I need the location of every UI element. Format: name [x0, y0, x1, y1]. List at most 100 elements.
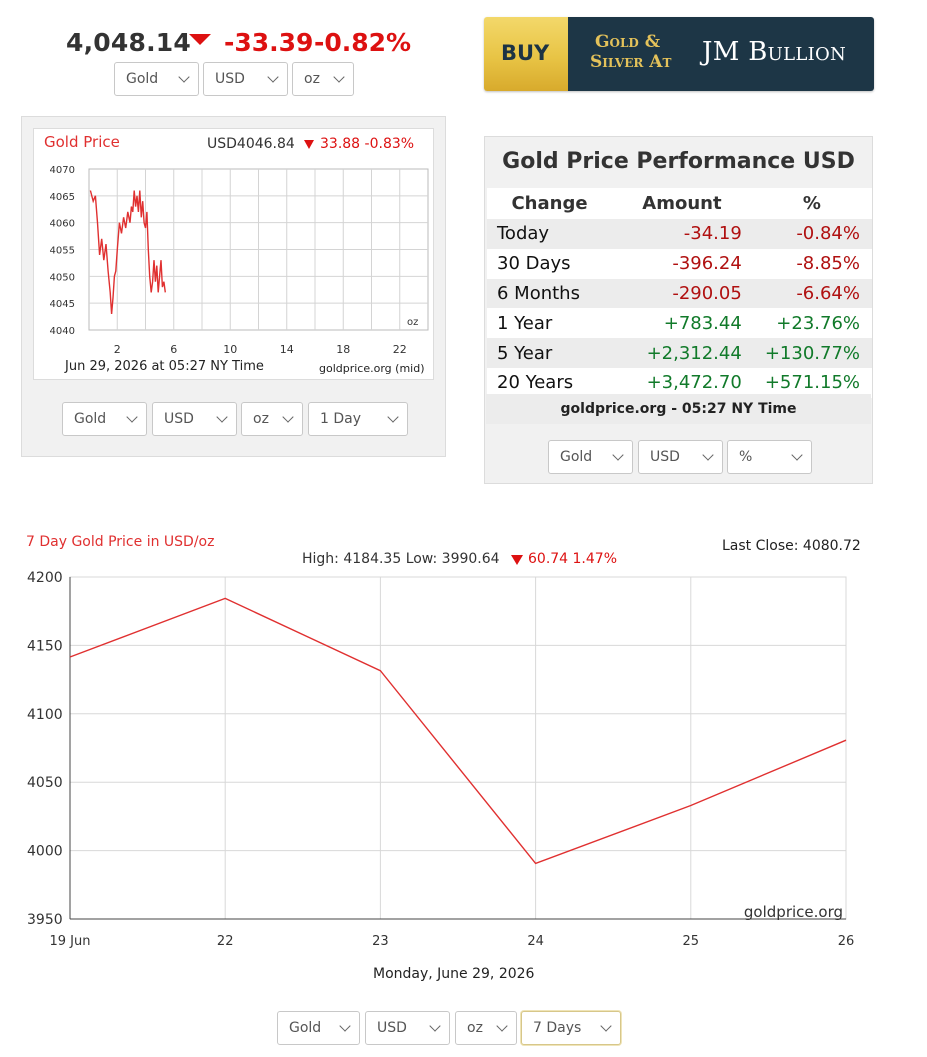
jm-bullion-ad[interactable]: BUY Gold & Silver At JM Bullion: [484, 17, 874, 91]
small-chart-title: Gold Price: [44, 133, 120, 151]
big-chart-y-tick-label: 4050: [27, 775, 63, 791]
performance-row-label: Today: [487, 219, 613, 249]
performance-row-percent: +23.76%: [751, 308, 872, 339]
performance-row-label: 1 Year: [487, 308, 613, 339]
chevron-down-icon: [496, 1020, 508, 1032]
chevron-down-icon: [429, 1020, 441, 1032]
ad-buy-label: BUY: [501, 41, 550, 65]
small-chart-x-tick-label: 22: [393, 343, 407, 356]
small-chart-x-tick-label: 14: [280, 343, 294, 356]
ad-brand-name: JM Bullion: [702, 37, 847, 67]
big-chart-x-tick-label: 25: [683, 934, 700, 949]
performance-row: 6 Months -290.05 -6.64%: [487, 278, 872, 309]
small-chart-x-tick-label: 2: [114, 343, 121, 356]
big-chart-metal-select[interactable]: Gold: [277, 1011, 360, 1045]
down-arrow-icon: [189, 34, 211, 45]
big-chart-y-tick-label: 4000: [27, 844, 63, 860]
col-header-amount: Amount: [612, 188, 752, 219]
performance-title: Gold Price Performance USD: [502, 149, 855, 174]
performance-row-label: 6 Months: [487, 278, 613, 309]
performance-row-percent: +571.15%: [751, 367, 872, 398]
price-change-percent: -0.82%: [314, 28, 412, 57]
performance-row: 20 Years +3,472.70 +571.15%: [487, 367, 872, 398]
small-chart-x-tick-label: 10: [223, 343, 237, 356]
performance-row-label: 20 Years: [487, 367, 613, 398]
performance-row-label: 5 Year: [487, 338, 613, 368]
price-change: -33.39: [224, 28, 314, 57]
big-chart-plot-area: [69, 576, 847, 920]
small-chart-x-tick-label: 18: [336, 343, 350, 356]
col-header-change: Change: [487, 188, 613, 219]
performance-row-amount: -290.05: [612, 278, 752, 309]
current-price: 4,048.14: [66, 28, 191, 57]
performance-row-amount: +3,472.70: [612, 367, 752, 398]
performance-currency-select[interactable]: USD: [638, 440, 723, 474]
small-chart-change: 33.88 -0.83%: [320, 136, 415, 152]
performance-row-percent: -6.64%: [751, 278, 872, 309]
performance-mode-select[interactable]: %: [727, 440, 812, 474]
big-chart-y-tick-label: 4200: [27, 570, 63, 586]
chevron-down-icon: [600, 1020, 612, 1032]
small-chart-source: goldprice.org (mid): [319, 362, 425, 375]
small-chart-unit-label: oz: [407, 317, 418, 328]
big-chart-x-tick-label: 22: [217, 934, 234, 949]
performance-row-percent: -0.84%: [751, 219, 872, 249]
ad-tagline-1: Gold &: [595, 32, 661, 52]
small-chart-y-tick-label: 4045: [50, 299, 75, 310]
big-chart-range-select[interactable]: 7 Days: [521, 1011, 621, 1045]
big-chart-y-tick-label: 3950: [27, 912, 63, 928]
small-chart-y-tick-label: 4055: [50, 246, 75, 257]
ad-tagline-2: Silver At: [590, 52, 672, 72]
performance-metal-select[interactable]: Gold: [548, 440, 633, 474]
big-chart-x-tick-label: 19 Jun: [50, 934, 91, 949]
performance-table: Change Amount % Today -34.19 -0.84% 30 Days…: [487, 188, 872, 398]
currency-select[interactable]: USD: [203, 62, 288, 96]
small-chart-series-line: [89, 190, 166, 314]
small-chart-unit-select[interactable]: oz: [241, 402, 303, 436]
ad-buy-block: BUY: [484, 17, 568, 91]
performance-footer: goldprice.org - 05:27 NY Time: [486, 394, 871, 424]
ad-brand-block: Gold & Silver At JM Bullion: [568, 17, 874, 91]
unit-select[interactable]: oz: [292, 62, 354, 96]
big-chart-x-tick-label: 23: [372, 934, 389, 949]
big-chart-date: Monday, June 29, 2026: [373, 966, 535, 982]
down-arrow-icon: [511, 555, 523, 565]
big-chart-x-tick-label: 26: [838, 934, 855, 949]
small-chart-y-tick-label: 4050: [50, 272, 75, 283]
big-chart-y-tick-label: 4150: [27, 638, 63, 654]
chevron-down-icon: [339, 1020, 351, 1032]
small-chart-y-tick-label: 4065: [50, 192, 75, 203]
performance-row: Today -34.19 -0.84%: [487, 219, 872, 249]
down-arrow-icon: [304, 140, 314, 149]
small-chart-x-tick-label: 6: [170, 343, 177, 356]
small-chart-timestamp: Jun 29, 2026 at 05:27 NY Time: [65, 359, 264, 374]
performance-row-percent: +130.77%: [751, 338, 872, 368]
performance-row: 5 Year +2,312.44 +130.77%: [487, 338, 872, 368]
big-chart-series-line: [69, 597, 847, 865]
small-chart-currency-select[interactable]: USD: [152, 402, 237, 436]
performance-row-amount: +783.44: [612, 308, 752, 339]
performance-row-amount: +2,312.44: [612, 338, 752, 368]
performance-row: 30 Days -396.24 -8.85%: [487, 248, 872, 279]
big-chart-x-tick-label: 24: [527, 934, 544, 949]
big-chart-change: 60.74 1.47%: [528, 551, 618, 567]
small-chart-price: USD4046.84: [207, 136, 295, 152]
big-chart-high-low: High: 4184.35 Low: 3990.64: [302, 551, 500, 567]
small-chart-y-tick-label: 4070: [50, 165, 75, 176]
small-chart-metal-select[interactable]: Gold: [62, 402, 147, 436]
big-chart-title: 7 Day Gold Price in USD/oz: [26, 534, 215, 550]
small-chart-range-select[interactable]: 1 Day: [308, 402, 408, 436]
performance-row-amount: -396.24: [612, 248, 752, 279]
big-chart-currency-select[interactable]: USD: [365, 1011, 450, 1045]
big-chart-last-close: Last Close: 4080.72: [722, 538, 861, 554]
metal-select[interactable]: Gold: [114, 62, 199, 96]
col-header-percent: %: [751, 188, 872, 219]
performance-row-percent: -8.85%: [751, 248, 872, 279]
big-chart-y-tick-label: 4100: [27, 707, 63, 723]
small-chart-y-tick-label: 4040: [50, 326, 75, 337]
big-chart-unit-select[interactable]: oz: [455, 1011, 517, 1045]
big-chart-watermark: goldprice.org: [744, 903, 843, 921]
performance-row-amount: -34.19: [612, 219, 752, 249]
